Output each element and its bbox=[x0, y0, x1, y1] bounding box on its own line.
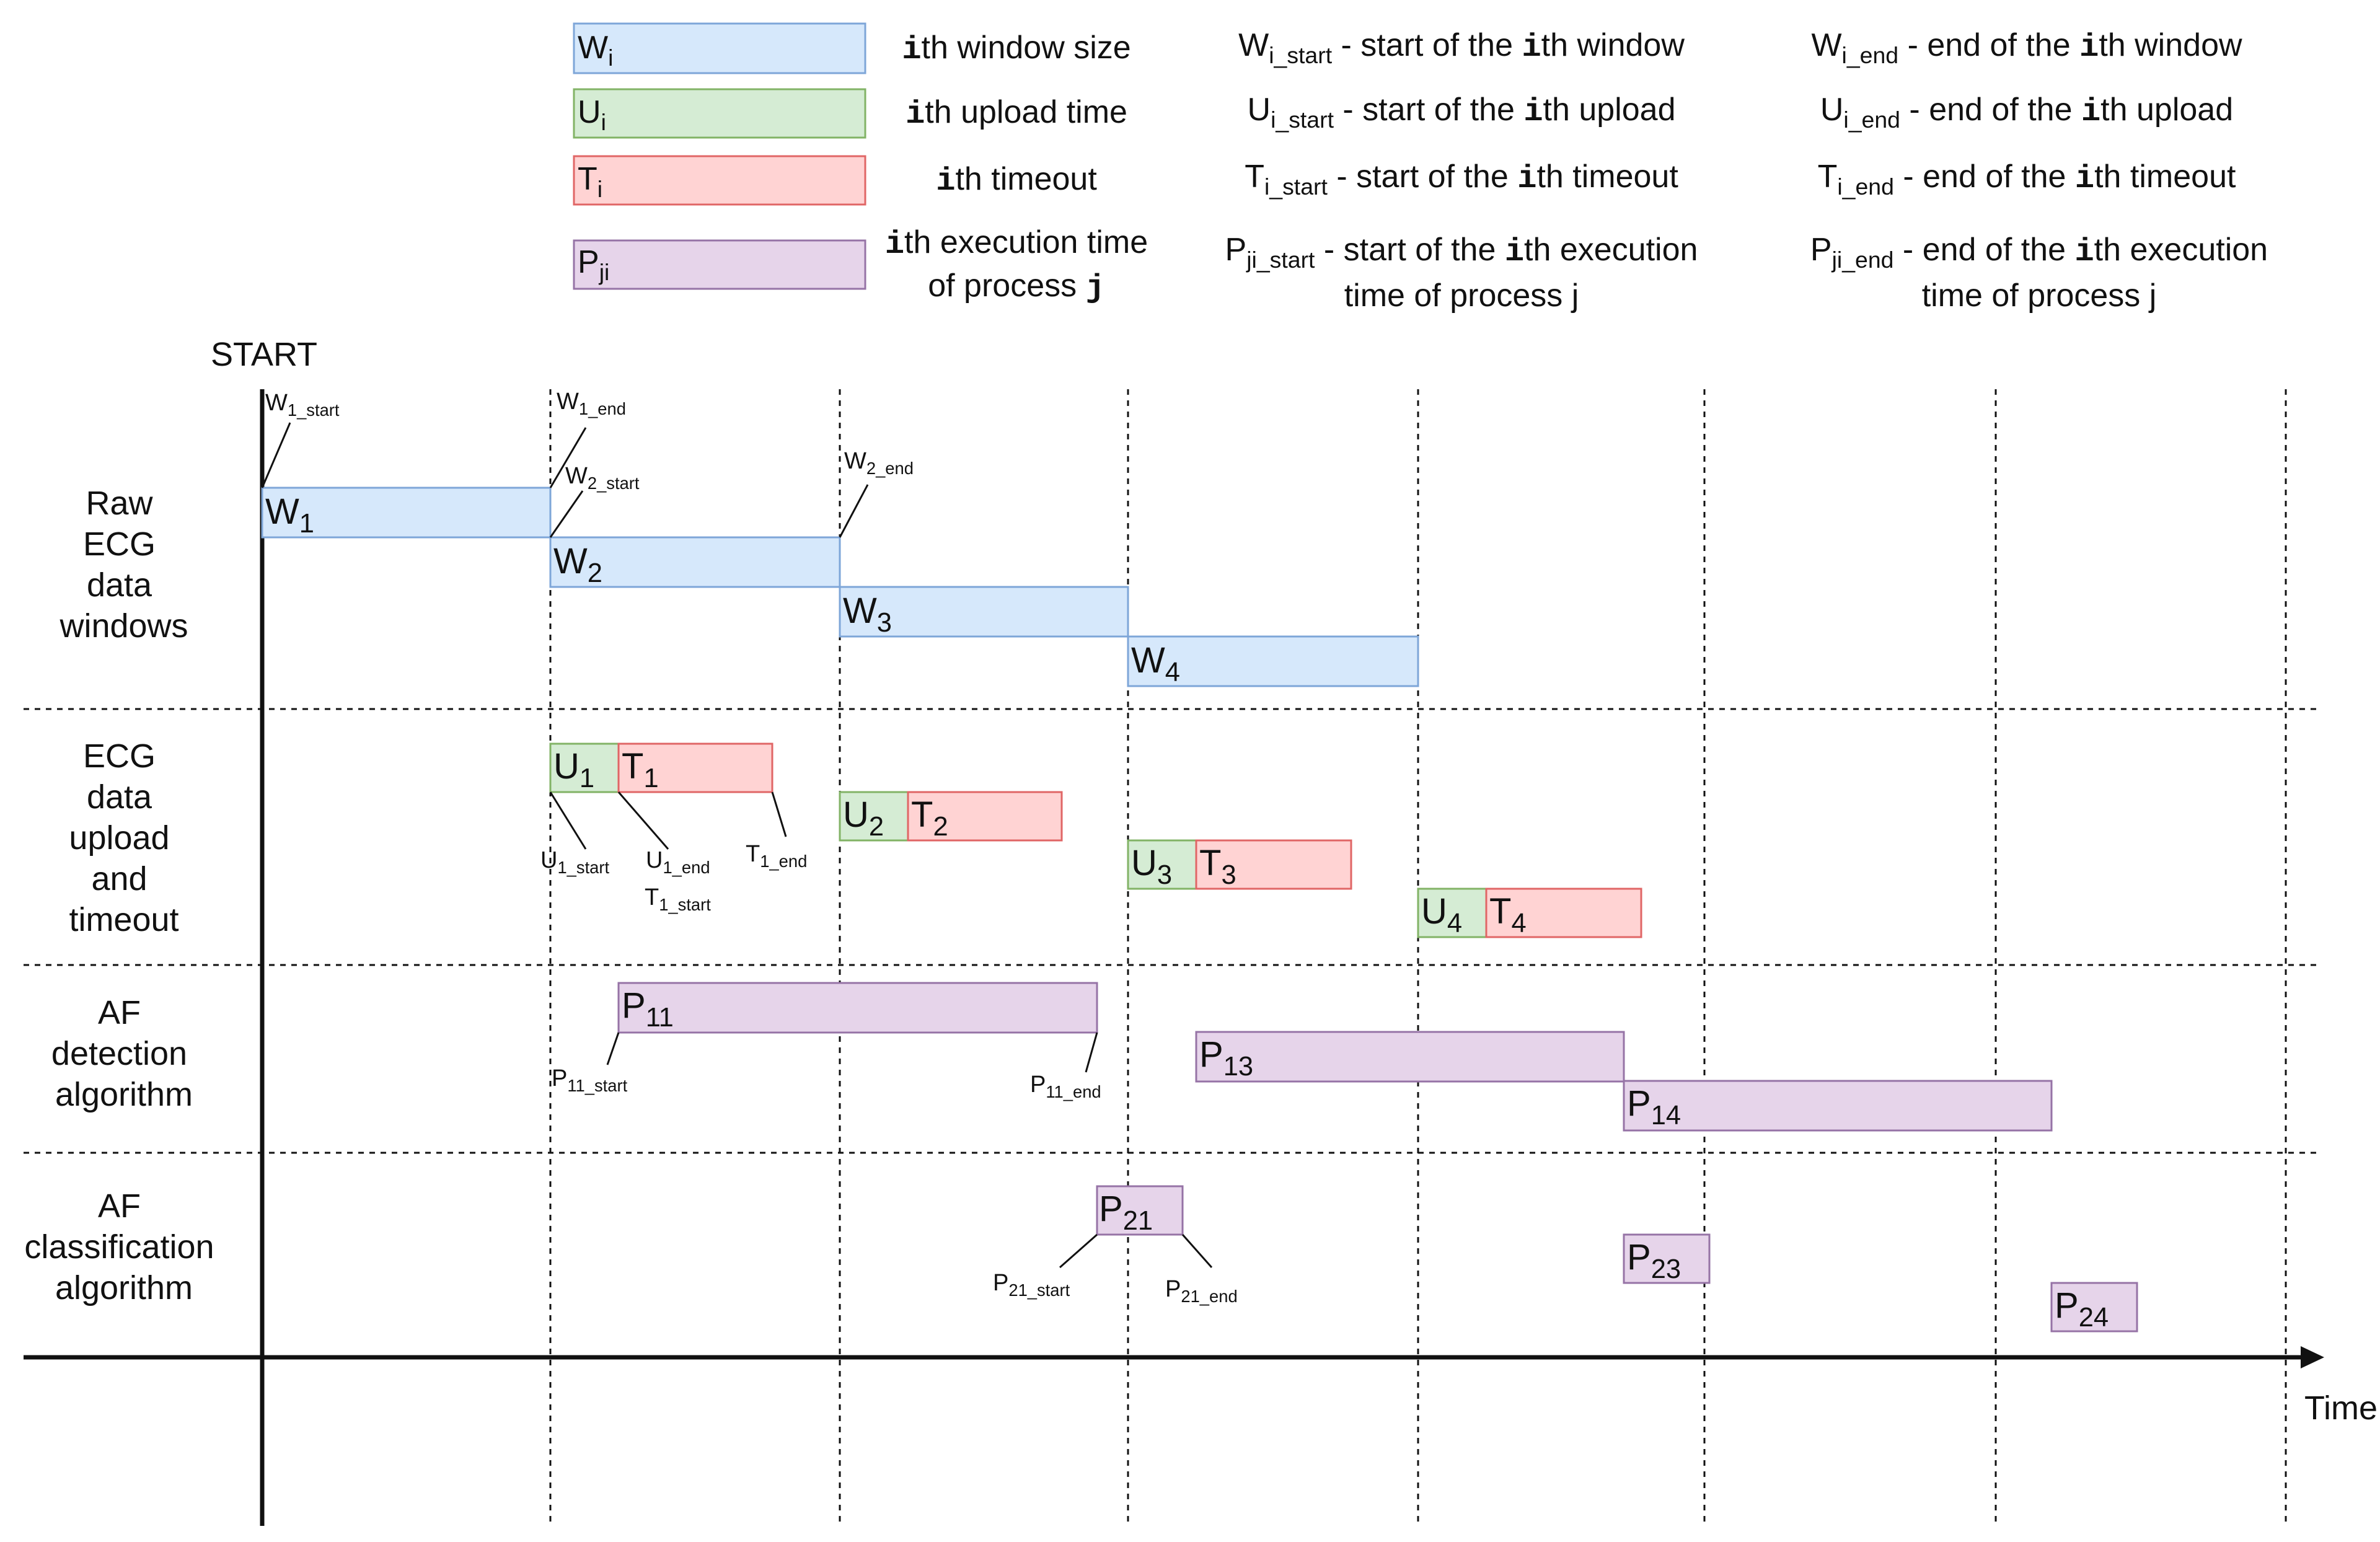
segment-p13 bbox=[1195, 1031, 1625, 1083]
legend-process-start-line2: time of process j bbox=[1344, 278, 1579, 314]
segment-u2 bbox=[839, 791, 909, 842]
legend-upload-swatch bbox=[573, 88, 866, 139]
legend-timeout-end: Ti_end - end of the ith timeout bbox=[1818, 159, 2236, 200]
time-label: Time bbox=[2304, 1390, 2378, 1427]
segment-t1-label: T1 bbox=[622, 746, 659, 793]
segment-u3-label: U3 bbox=[1131, 843, 1172, 890]
legend-upload-start: Ui_start - start of the ith upload bbox=[1248, 92, 1676, 133]
legend-upload-end: Ui_end - end of the ith upload bbox=[1820, 92, 2233, 133]
annotation-w1-end: W1_end bbox=[557, 389, 626, 418]
segment-u4-label: U4 bbox=[1421, 891, 1462, 938]
grid bbox=[24, 389, 2317, 1525]
annotation-p11-start: P11_start bbox=[552, 1065, 628, 1095]
leader-u1-start bbox=[549, 791, 587, 850]
segment-t2-label: T2 bbox=[911, 795, 948, 842]
leader-p21-start bbox=[1059, 1233, 1098, 1269]
annotation-leaders bbox=[261, 422, 1213, 1269]
segment-p21-label: P21 bbox=[1099, 1189, 1153, 1236]
legend-process-swatch bbox=[573, 239, 866, 290]
segment-w1-label: W1 bbox=[265, 491, 314, 539]
segment-w4 bbox=[1127, 635, 1419, 687]
segment-p11 bbox=[617, 982, 1098, 1034]
segment-w3-label: W3 bbox=[843, 591, 892, 638]
segment-p23-label: P23 bbox=[1627, 1237, 1681, 1284]
segment-w2-label: W2 bbox=[553, 541, 602, 588]
legend-window-end: Wi_end - end of the ith window bbox=[1811, 27, 2242, 68]
legend-process-desc-line2: of process j bbox=[928, 268, 1105, 306]
leader-u1-end bbox=[617, 791, 669, 850]
legend-timeout-desc: ith timeout bbox=[936, 161, 1097, 200]
annotation-p21-end: P21_end bbox=[1165, 1276, 1238, 1306]
annotation-w2-end: W2_end bbox=[844, 448, 914, 478]
annotation-p11-end: P11_end bbox=[1030, 1072, 1101, 1101]
row-label-raw: Raw ECG data windows bbox=[59, 485, 188, 645]
leader-w2-end bbox=[839, 484, 869, 538]
segment-p23 bbox=[1623, 1233, 1711, 1284]
leader-w1-start bbox=[261, 422, 291, 488]
segment-p21 bbox=[1096, 1185, 1184, 1236]
legend-process-start-line1: Pji_start - start of the ith execution bbox=[1225, 232, 1698, 273]
leader-p11-start bbox=[606, 1032, 620, 1065]
legend-process-end-line2: time of process j bbox=[1922, 278, 2157, 314]
time-axis-arrowhead bbox=[2301, 1346, 2324, 1368]
annotation-u1-end: U1_end bbox=[646, 847, 710, 877]
row-label-upload: ECG data upload and timeout bbox=[69, 738, 178, 938]
legend-timeout-start: Ti_start - start of the ith timeout bbox=[1245, 159, 1678, 200]
segment-w1 bbox=[261, 487, 552, 539]
segment-p14 bbox=[1623, 1080, 2053, 1132]
segment-t2 bbox=[907, 791, 1063, 842]
legend: Wi ith window size Wi_start - start of t… bbox=[573, 22, 2268, 314]
legend-window-box-label: Wi bbox=[578, 30, 613, 71]
legend-window-desc: ith window size bbox=[902, 30, 1130, 68]
legend-timeout-box-label: Ti bbox=[578, 161, 602, 202]
leader-w2-start bbox=[549, 490, 584, 538]
segment-u1-label: U1 bbox=[553, 746, 594, 793]
leader-w1-end bbox=[549, 427, 587, 488]
segment-p13-label: P13 bbox=[1199, 1034, 1253, 1082]
row-label-classification: AF classification algorithm bbox=[24, 1187, 223, 1306]
segment-w4-label: W4 bbox=[1131, 640, 1180, 687]
legend-timeout-swatch bbox=[573, 155, 866, 206]
segment-p14-label: P14 bbox=[1627, 1083, 1681, 1130]
segment-w3 bbox=[839, 586, 1129, 638]
segment-t4 bbox=[1485, 888, 1642, 938]
legend-process-box-label: Pji bbox=[578, 244, 609, 285]
legend-window-start: Wi_start - start of the ith window bbox=[1238, 27, 1685, 68]
segment-t3-label: T3 bbox=[1199, 843, 1236, 890]
segment-t3 bbox=[1195, 839, 1352, 890]
segment-t1 bbox=[617, 742, 774, 793]
legend-upload-desc: ith upload time bbox=[906, 94, 1127, 133]
legend-window-swatch bbox=[573, 22, 866, 74]
segment-p11-label: P11 bbox=[622, 985, 674, 1033]
legend-process-desc-line1: ith execution time bbox=[885, 224, 1148, 263]
segment-p24-label: P24 bbox=[2055, 1285, 2109, 1333]
annotation-w1-start: W1_start bbox=[265, 390, 340, 420]
legend-process-end-line1: Pji_end - end of the ith execution bbox=[1810, 232, 2268, 273]
leader-t1-end bbox=[771, 791, 787, 837]
annotation-w2-start: W2_start bbox=[565, 463, 640, 493]
segment-u2-label: U2 bbox=[843, 795, 884, 842]
segment-t4-label: T4 bbox=[1489, 891, 1527, 938]
row-label-detection: AF detection algorithm bbox=[51, 994, 196, 1113]
segment-u4 bbox=[1417, 888, 1488, 938]
leader-p11-end bbox=[1085, 1032, 1098, 1073]
segment-w2 bbox=[549, 536, 841, 588]
legend-upload-box-label: Ui bbox=[578, 94, 606, 135]
annotation-t1-start: T1_start bbox=[645, 884, 711, 914]
segment-p24 bbox=[2050, 1282, 2138, 1333]
annotation-t1-end: T1_end bbox=[746, 841, 807, 871]
annotation-p21-start: P21_start bbox=[993, 1270, 1070, 1300]
start-label: START bbox=[211, 336, 317, 373]
leader-p21-end bbox=[1181, 1234, 1213, 1268]
annotation-u1-start: U1_start bbox=[540, 847, 609, 877]
